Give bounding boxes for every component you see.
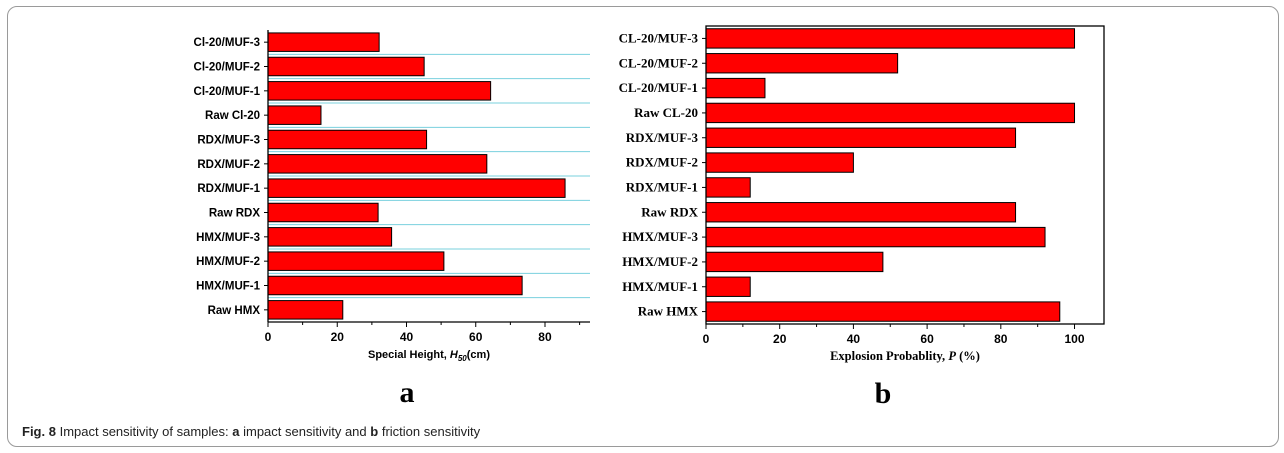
bar-b-4 [705, 202, 1017, 223]
caption-part-2: a [232, 424, 240, 439]
bar-a-7 [267, 129, 428, 150]
xtick-label-a-2: 40 [400, 330, 414, 344]
bar-a-0 [267, 300, 344, 320]
ytick-label-a-3: HMX/MUF-3 [196, 232, 260, 244]
ytick-label-a-1: HMX/MUF-1 [196, 281, 260, 293]
bar-a-2 [267, 251, 445, 271]
bar-a-1 [267, 275, 523, 296]
xtick-label-b-3: 60 [920, 332, 934, 346]
panel-label-b: b [875, 377, 892, 410]
xtick-label-b-1: 20 [773, 332, 787, 346]
ytick-label-b-8: Raw CL-20 [634, 105, 698, 120]
bar-b-5 [705, 177, 751, 198]
x-axis-label-a: Special Height, H50(cm) [368, 349, 490, 363]
xtick-label-a-3: 60 [469, 330, 483, 344]
bar-a-10 [267, 56, 425, 77]
xtick-label-b-0: 0 [703, 332, 710, 346]
ytick-label-b-11: CL-20/MUF-3 [619, 30, 699, 45]
ytick-label-b-5: RDX/MUF-1 [626, 179, 698, 194]
bar-a-6 [267, 154, 488, 174]
bar-b-10 [705, 53, 899, 74]
xtick-label-b-2: 40 [847, 332, 861, 346]
ytick-label-b-4: Raw RDX [641, 204, 698, 219]
ytick-label-a-7: RDX/MUF-3 [197, 135, 260, 147]
ytick-label-b-0: Raw HMX [638, 304, 699, 319]
caption-part-3: impact sensitivity and [239, 424, 371, 439]
bar-b-9 [705, 77, 766, 99]
ytick-label-b-1: HMX/MUF-1 [622, 279, 698, 294]
xtick-label-a-4: 80 [538, 330, 552, 344]
panel-label-a: a [400, 376, 415, 409]
caption-part-1: Impact sensitivity of samples: [59, 424, 233, 439]
ytick-label-b-6: RDX/MUF-2 [626, 155, 698, 170]
xtick-label-a-0: 0 [265, 330, 272, 344]
bar-a-5 [267, 178, 566, 198]
figure-frame [7, 6, 1279, 447]
bar-a-11 [267, 32, 380, 52]
ytick-label-a-9: Cl-20/MUF-1 [194, 86, 261, 98]
xtick-label-b-5: 100 [1065, 332, 1085, 346]
bar-a-3 [267, 227, 393, 247]
bar-b-8 [705, 102, 1076, 124]
caption-part-5: friction sensitivity [378, 424, 481, 439]
bar-a-4 [267, 202, 379, 223]
bar-a-8 [267, 105, 322, 125]
ytick-label-a-4: Raw RDX [209, 208, 260, 220]
ytick-label-a-2: HMX/MUF-2 [196, 256, 260, 268]
ytick-label-b-2: HMX/MUF-2 [622, 254, 698, 269]
chart-a: Raw HMX HMX/MUF-1 HMX/MUF-2 HMX/MUF-3 Raw RD… [194, 30, 590, 409]
caption-part-4: b [370, 424, 379, 439]
ytick-label-a-5: RDX/MUF-1 [197, 183, 260, 195]
ytick-label-b-9: CL-20/MUF-1 [619, 80, 698, 95]
ytick-label-a-0: Raw HMX [208, 305, 261, 317]
ytick-label-b-3: HMX/MUF-3 [622, 229, 698, 244]
ytick-label-a-11: Cl-20/MUF-3 [194, 37, 260, 49]
ytick-label-a-8: Raw Cl-20 [205, 110, 260, 122]
chart-b: Raw HMX HMX/MUF-1 HMX/MUF-2 HMX/MUF-3 Raw RD… [619, 25, 1105, 410]
bar-b-7 [705, 127, 1017, 148]
figure-caption: Fig. 8 Impact sensitivity of samples: a … [22, 424, 480, 439]
ytick-label-b-10: CL-20/MUF-2 [619, 55, 698, 70]
ytick-label-a-6: RDX/MUF-2 [197, 159, 260, 171]
bar-b-1 [705, 276, 751, 297]
x-axis-label-b: Explosion Probablity, P (%) [830, 349, 980, 363]
bar-b-2 [705, 251, 884, 273]
xtick-label-a-1: 20 [331, 330, 345, 344]
ytick-label-b-7: RDX/MUF-3 [626, 130, 699, 145]
bar-b-0 [705, 301, 1061, 322]
bar-b-6 [705, 152, 854, 173]
bar-b-3 [705, 226, 1046, 248]
ytick-label-a-10: Cl-20/MUF-2 [194, 62, 260, 74]
xtick-label-b-4: 80 [994, 332, 1008, 346]
bar-a-9 [267, 81, 492, 101]
plot-frame [705, 25, 1105, 325]
bar-b-11 [705, 28, 1076, 49]
figure-label: Fig. 8 [22, 424, 56, 439]
